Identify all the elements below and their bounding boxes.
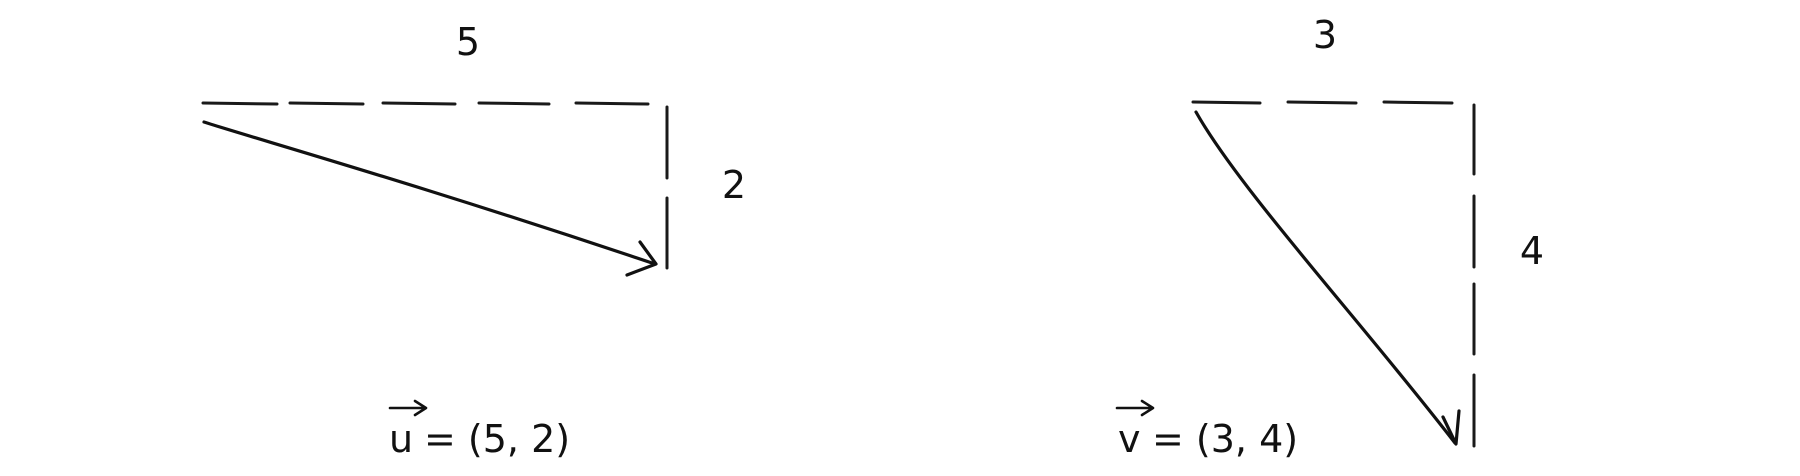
v-overarrow-icon xyxy=(1115,399,1155,417)
v-vertical-label: 4 xyxy=(1520,229,1544,273)
u-equation: u = (5, 2) xyxy=(388,399,570,461)
v-h-dash xyxy=(1191,100,1262,105)
u-horizontal-dashes xyxy=(201,101,650,106)
v-horizontal-label: 3 xyxy=(1313,13,1337,57)
v-equation: v = (3, 4) xyxy=(1115,399,1298,461)
u-h-dash xyxy=(288,101,365,106)
u-h-dash xyxy=(574,101,650,106)
u-h-dash xyxy=(381,101,457,106)
u-equation-symbol: u xyxy=(389,417,413,461)
vector-u-arrow-shaft xyxy=(202,120,657,266)
v-h-dash xyxy=(1382,100,1454,105)
vector-u-panel: 5 2 u = (5, 2) xyxy=(201,20,746,461)
u-overarrow-icon xyxy=(388,399,428,417)
u-h-dash xyxy=(477,101,551,106)
v-equation-rest: = (3, 4) xyxy=(1152,417,1298,461)
u-vertical-label: 2 xyxy=(722,163,746,207)
u-horizontal-label: 5 xyxy=(456,20,480,64)
vector-v-panel: 3 4 v = (3, 4) xyxy=(1115,13,1544,461)
vector-v-arrowhead xyxy=(1441,409,1461,446)
u-equation-rest: = (5, 2) xyxy=(424,417,570,461)
vector-v-arrow-shaft xyxy=(1194,110,1457,445)
vector-u-arrowhead xyxy=(625,240,658,277)
v-equation-symbol: v xyxy=(1118,417,1141,461)
u-h-dash xyxy=(201,101,279,106)
v-h-dash xyxy=(1286,100,1358,105)
v-horizontal-dashes xyxy=(1191,100,1454,105)
